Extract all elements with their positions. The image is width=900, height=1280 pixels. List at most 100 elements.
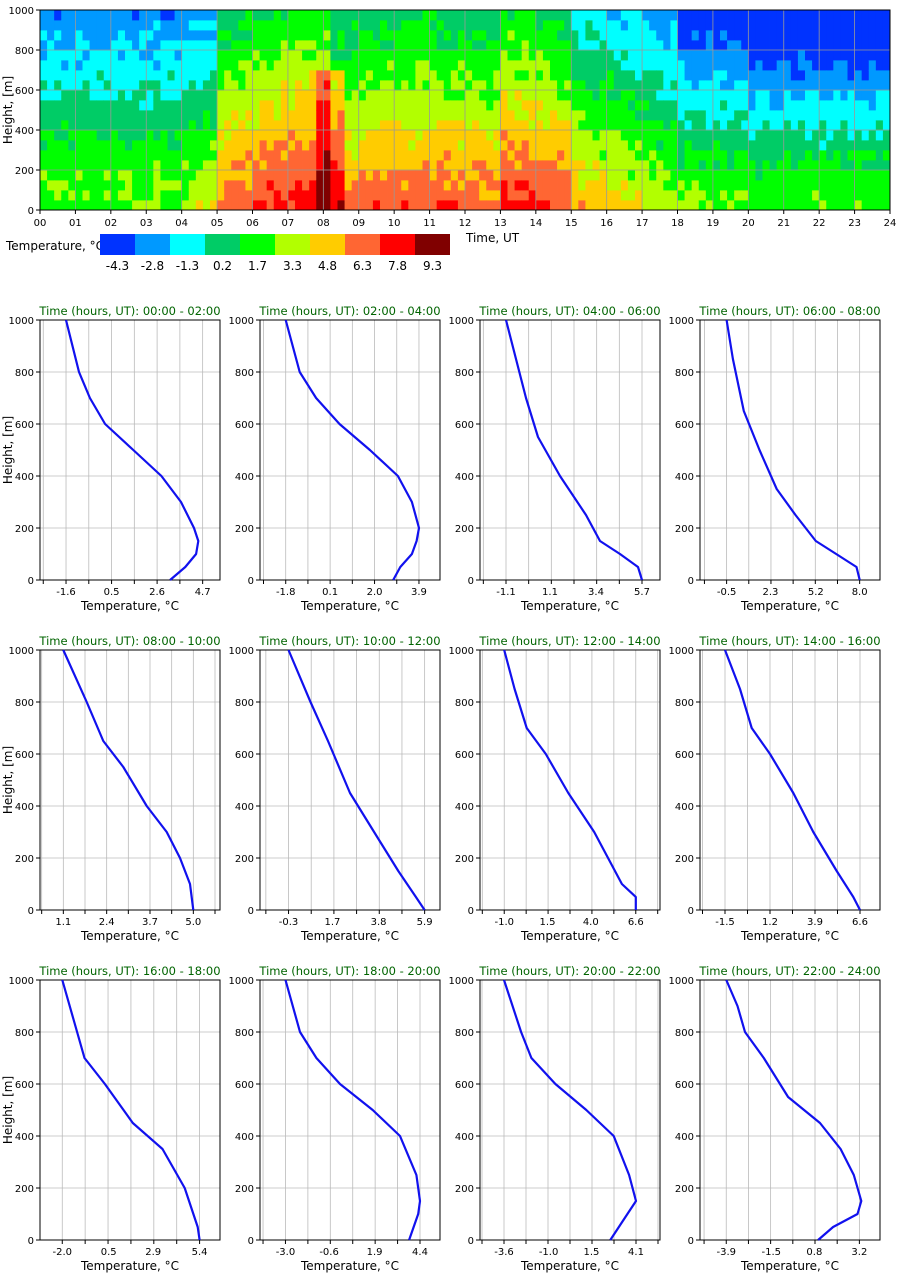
heatmap-cell — [826, 200, 834, 211]
heatmap-cell — [82, 110, 90, 121]
heatmap-cell — [486, 160, 494, 171]
heatmap-cell — [521, 50, 530, 61]
heatmap-cell — [323, 130, 331, 141]
heatmap-cell — [741, 130, 749, 141]
heatmap-cell — [585, 160, 593, 171]
profile-ytick-label: 200 — [675, 1184, 694, 1195]
heatmap-cell — [125, 60, 133, 71]
heatmap-cell — [365, 80, 374, 91]
heatmap-cell — [727, 40, 735, 51]
heatmap-cell — [210, 20, 218, 31]
heatmap-cell — [181, 40, 190, 51]
profile-title: Time (hours, UT): 22:00 - 24:00 — [698, 964, 880, 978]
heatmap-xtick-label: 11 — [423, 218, 436, 229]
heatmap-cell — [564, 120, 572, 131]
heatmap-cell — [727, 90, 735, 101]
profile-xtick-label: 1.5 — [583, 1247, 599, 1258]
heatmap-cell — [153, 160, 161, 171]
heatmap-cell — [550, 140, 558, 151]
heatmap-cell — [720, 60, 728, 71]
heatmap-cell — [316, 70, 324, 81]
heatmap-cell — [670, 200, 678, 211]
heatmap-cell — [103, 190, 112, 201]
heatmap-cell — [401, 50, 409, 61]
heatmap-cell — [344, 10, 353, 21]
heatmap-cell — [245, 130, 253, 141]
heatmap-cell — [564, 80, 572, 91]
heatmap-cell — [110, 40, 119, 51]
heatmap-cell — [372, 160, 381, 171]
heatmap-cell — [564, 60, 572, 71]
heatmap-cell — [606, 190, 615, 201]
heatmap-xtick-label: 23 — [848, 218, 861, 229]
heatmap-cell — [599, 90, 608, 101]
profile-ytick-label: 800 — [235, 698, 254, 709]
heatmap-cell — [380, 100, 388, 111]
profile-xlabel: Temperature, °C — [80, 929, 179, 943]
heatmap-cell — [571, 170, 579, 181]
profile-series-line — [502, 979, 638, 1241]
heatmap-cell — [854, 130, 863, 141]
heatmap-cell — [252, 170, 260, 181]
profile-series-line — [723, 649, 861, 911]
heatmap-cell — [351, 150, 360, 161]
heatmap-cell — [769, 60, 778, 71]
heatmap-cell — [790, 160, 799, 171]
heatmap-cell — [479, 90, 487, 101]
heatmap-cell — [89, 180, 98, 191]
heatmap-cell — [103, 60, 112, 71]
heatmap-cell — [627, 150, 636, 161]
heatmap-cell — [316, 140, 324, 151]
heatmap-cell — [323, 80, 331, 91]
heatmap-cell — [868, 70, 877, 81]
heatmap-cell — [174, 50, 183, 61]
heatmap-cell — [542, 60, 551, 71]
heatmap-cell — [266, 190, 275, 201]
heatmap-cell — [599, 100, 608, 111]
heatmap-cell — [727, 170, 735, 181]
heatmap-cell — [833, 110, 841, 121]
heatmap-cell — [741, 100, 749, 111]
heatmap-cell — [557, 60, 565, 71]
heatmap-cell — [649, 50, 657, 61]
heatmap-cell — [146, 200, 154, 211]
heatmap-cell — [125, 80, 133, 91]
heatmap-cell — [96, 90, 105, 101]
profile-xtick-label: -0.6 — [319, 1247, 339, 1258]
heatmap-cell — [776, 140, 785, 151]
heatmap-cell — [677, 60, 685, 71]
profile-xtick-label: 4.1 — [628, 1247, 644, 1258]
heatmap-cell — [826, 190, 834, 201]
heatmap-cell — [528, 130, 537, 141]
heatmap-cell — [599, 110, 608, 121]
profile-ytick-label: 200 — [235, 524, 254, 535]
heatmap-cell — [465, 100, 473, 111]
heatmap-cell — [224, 160, 232, 171]
heatmap-cell — [472, 170, 480, 181]
heatmap-cell — [627, 80, 636, 91]
heatmap-cell — [606, 120, 615, 131]
heatmap-cell — [295, 110, 303, 121]
heatmap-cell — [401, 30, 409, 41]
heatmap-cell — [436, 60, 445, 71]
heatmap-cell — [287, 200, 296, 211]
heatmap-cell — [776, 100, 785, 111]
heatmap-xtick-label: 07 — [282, 218, 295, 229]
heatmap-cell — [96, 10, 105, 21]
heatmap-cell — [47, 90, 55, 101]
profile-ylabel: Height, [m] — [1, 1076, 15, 1144]
heatmap-cell — [797, 30, 806, 41]
heatmap-cell — [712, 190, 721, 201]
heatmap-cell — [146, 20, 154, 31]
heatmap-cell — [245, 20, 253, 31]
profile-ytick-label: 200 — [235, 854, 254, 865]
heatmap-cell — [40, 60, 48, 71]
heatmap-cell — [415, 120, 423, 131]
heatmap-cell — [89, 170, 98, 181]
heatmap-cell — [160, 200, 168, 211]
heatmap-cell — [769, 10, 778, 21]
heatmap-cell — [443, 170, 452, 181]
heatmap-cell — [174, 140, 183, 151]
heatmap-cell — [882, 100, 891, 111]
heatmap-cell — [691, 10, 700, 21]
